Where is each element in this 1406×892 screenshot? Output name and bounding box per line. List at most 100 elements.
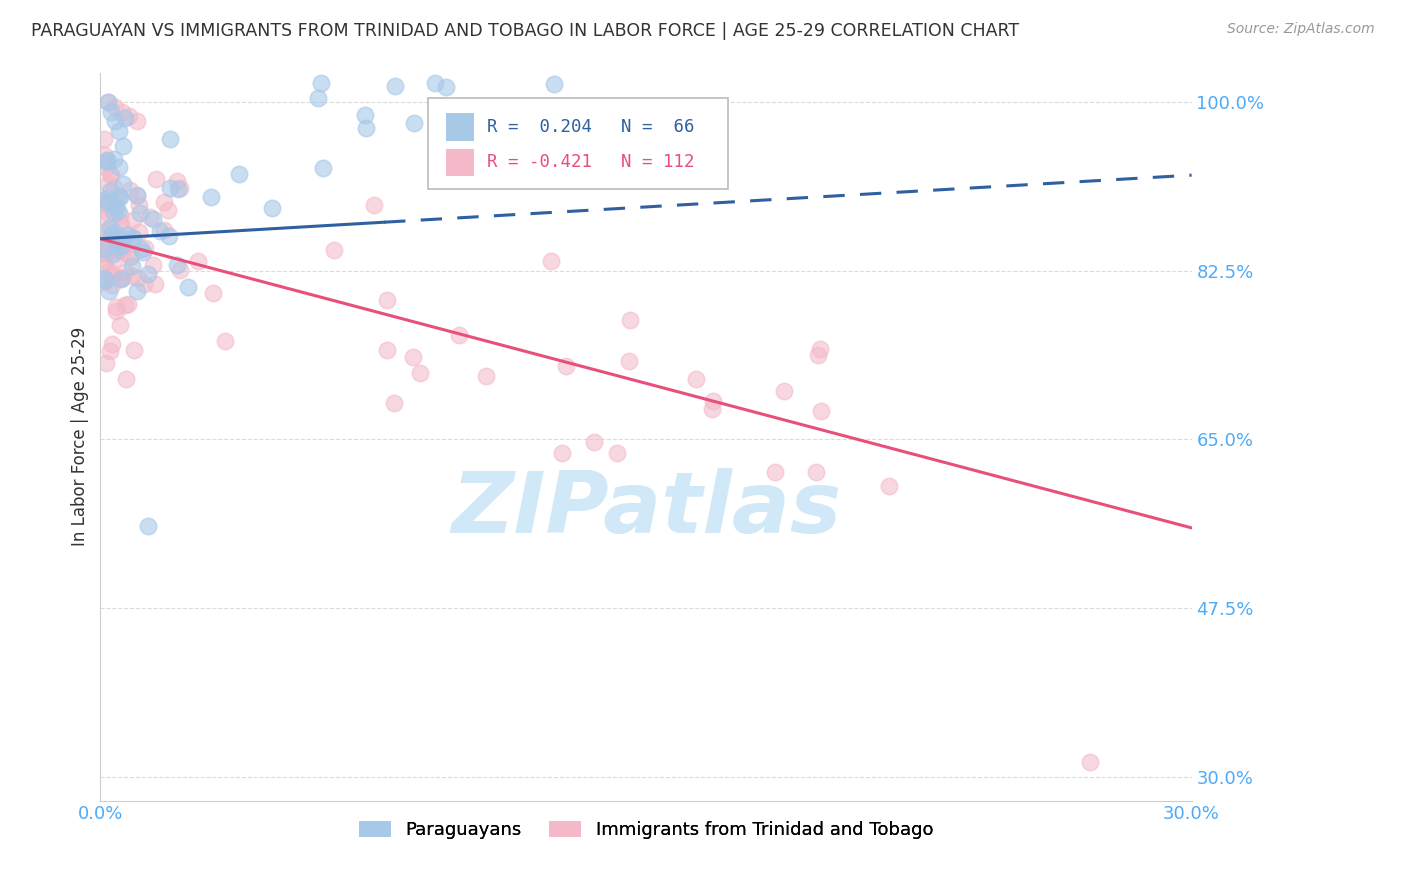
- Text: R =  0.204: R = 0.204: [486, 118, 592, 136]
- Point: [101, 247, 124, 261]
- Point: [582, 434, 605, 449]
- Point: [763, 466, 786, 480]
- Point: [149, 224, 172, 238]
- Point: [104, 303, 127, 318]
- Point: [94, 196, 117, 211]
- Point: [134, 241, 156, 255]
- Point: [108, 189, 131, 203]
- Point: [98, 194, 121, 209]
- Point: [606, 446, 628, 460]
- Point: [128, 226, 150, 240]
- Point: [702, 402, 724, 417]
- Point: [804, 466, 827, 480]
- Point: [121, 231, 143, 245]
- Point: [93, 242, 115, 256]
- Point: [375, 343, 398, 357]
- Point: [94, 160, 117, 174]
- Point: [94, 210, 117, 224]
- Point: [108, 318, 131, 332]
- Point: [142, 259, 165, 273]
- Point: [354, 108, 377, 122]
- Point: [93, 132, 115, 146]
- Point: [97, 95, 120, 109]
- Point: [96, 153, 118, 168]
- Point: [228, 167, 250, 181]
- Point: [153, 223, 176, 237]
- Point: [354, 120, 377, 135]
- Point: [702, 393, 724, 408]
- Point: [152, 194, 174, 209]
- Point: [96, 154, 118, 169]
- Point: [402, 116, 425, 130]
- Point: [110, 271, 132, 285]
- Point: [98, 284, 121, 298]
- Point: [115, 228, 138, 243]
- Point: [447, 328, 470, 343]
- Point: [810, 403, 832, 417]
- Point: [101, 337, 124, 351]
- Point: [108, 189, 131, 203]
- Point: [100, 268, 122, 283]
- Point: [96, 356, 118, 370]
- Point: [114, 298, 136, 312]
- Point: [112, 239, 135, 253]
- Point: [107, 203, 129, 218]
- Point: [103, 198, 125, 212]
- FancyBboxPatch shape: [427, 98, 728, 189]
- Point: [98, 167, 121, 181]
- Point: [128, 198, 150, 212]
- Point: [93, 271, 115, 285]
- Point: [200, 189, 222, 203]
- Point: [142, 211, 165, 226]
- Point: [187, 254, 209, 268]
- Point: [114, 372, 136, 386]
- Point: [107, 239, 129, 253]
- Point: [100, 168, 122, 182]
- Point: [617, 354, 640, 368]
- Point: [110, 234, 132, 248]
- Point: [543, 77, 565, 91]
- Point: [110, 240, 132, 254]
- Point: [808, 342, 831, 356]
- Point: [363, 198, 385, 212]
- Point: [105, 244, 128, 258]
- Point: [260, 201, 283, 215]
- Point: [108, 215, 131, 229]
- Point: [100, 344, 122, 359]
- Point: [93, 257, 115, 271]
- Point: [127, 189, 149, 203]
- Point: [214, 334, 236, 348]
- Point: [134, 277, 156, 291]
- Point: [121, 212, 143, 227]
- Point: [127, 285, 149, 299]
- Point: [103, 206, 125, 220]
- Point: [121, 269, 143, 284]
- Point: [93, 272, 115, 286]
- Text: Source: ZipAtlas.com: Source: ZipAtlas.com: [1227, 22, 1375, 37]
- Point: [475, 368, 498, 383]
- Point: [429, 112, 451, 127]
- Point: [104, 100, 127, 114]
- Point: [138, 210, 160, 224]
- Point: [103, 252, 125, 267]
- Point: [107, 160, 129, 174]
- Point: [145, 172, 167, 186]
- Point: [122, 343, 145, 357]
- Point: [307, 90, 329, 104]
- Point: [97, 195, 120, 210]
- Point: [382, 396, 405, 410]
- Point: [110, 272, 132, 286]
- Point: [136, 268, 159, 282]
- Point: [97, 264, 120, 278]
- Point: [111, 104, 134, 119]
- Point: [114, 265, 136, 279]
- Point: [402, 350, 425, 364]
- Point: [104, 200, 127, 214]
- Point: [93, 244, 115, 258]
- Point: [105, 300, 128, 314]
- Point: [111, 230, 134, 244]
- Point: [111, 271, 134, 285]
- Point: [159, 181, 181, 195]
- Point: [98, 184, 121, 198]
- Point: [423, 76, 446, 90]
